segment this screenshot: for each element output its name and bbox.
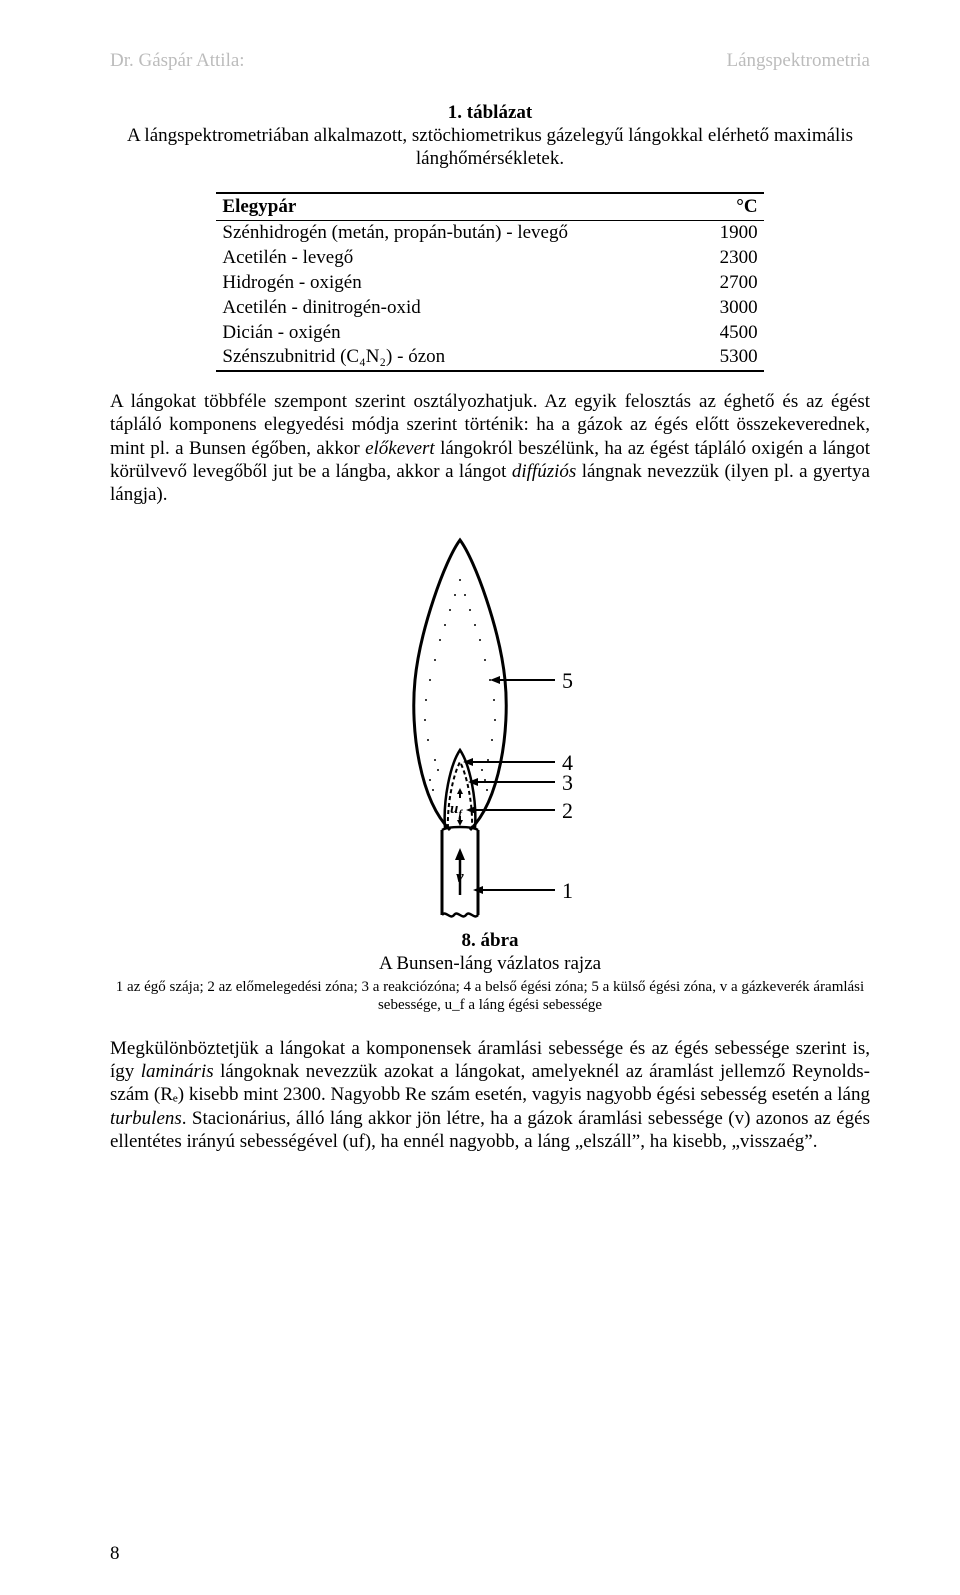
table-caption-text: A lángspektrometriában alkalmazott, sztö… [127,125,853,169]
figure-legend-text: 1 az égő szája; 2 az előmelegedési zóna;… [116,979,864,1014]
label-1: 1 [562,878,573,903]
label-5: 5 [562,668,573,693]
row-value: 5300 [720,346,758,369]
p2-b: lángoknak nevezzük azokat a lángokat, am… [110,1061,870,1105]
table-head-right: °C [736,196,757,218]
row-name: Szénhidrogén (metán, propán-bután) - lev… [222,222,568,245]
row-name: Acetilén - dinitrogén-oxid [222,297,420,320]
table-row: Acetilén - dinitrogén-oxid 3000 [216,296,763,321]
uf-label: uf [450,801,463,820]
row-name: Hidrogén - oxigén [222,272,361,295]
table-row: Szénszubnitrid (C₄N₂) - ózon 5300 [216,345,763,370]
table-head-left: Elegypár [222,196,296,218]
p2-c: . Stacionárius, álló láng akkor jön létr… [110,1108,870,1152]
paragraph-1: A lángokat többféle szempont szerint osz… [110,390,870,506]
figure-caption-label: 8. ábra [462,930,519,951]
row-name: Acetilén - levegő [222,247,353,270]
table-row: Hidrogén - oxigén 2700 [216,271,763,296]
row-name: Dicián - oxigén [222,322,340,345]
paragraph-2: Megkülönböztetjük a lángokat a komponens… [110,1037,870,1153]
p2-i2: turbulens [110,1108,182,1129]
bunsen-flame-figure: uf v 5 4 3 2 1 [110,530,870,920]
row-name: Szénszubnitrid (C₄N₂) - ózon [222,346,445,369]
table-head: Elegypár °C [216,194,763,221]
table-caption: 1. táblázat A lángspektrometriában alkal… [110,102,870,170]
header-left: Dr. Gáspár Attila: [110,50,245,72]
label-2: 2 [562,798,573,823]
p2-i1: lamináris [141,1061,214,1082]
figure-caption: 8. ábra A Bunsen-láng vázlatos rajza [110,930,870,976]
figure-caption-text: A Bunsen-láng vázlatos rajza [379,953,601,974]
row-value: 2300 [720,247,758,270]
flame-diagram-svg: uf v 5 4 3 2 1 [360,530,620,920]
temperature-table: Elegypár °C Szénhidrogén (metán, propán-… [216,192,763,372]
row-value: 2700 [720,272,758,295]
table-row: Acetilén - levegő 2300 [216,246,763,271]
table-caption-label: 1. táblázat [448,102,532,123]
table-row: Dicián - oxigén 4500 [216,321,763,346]
p1-i2: diffúziós [512,461,576,482]
page-header: Dr. Gáspár Attila: Lángspektrometria [110,50,870,72]
table-row: Szénhidrogén (metán, propán-bután) - lev… [216,221,763,246]
p1-i1: előkevert [365,438,435,459]
v-label: v [456,867,464,886]
row-value: 3000 [720,297,758,320]
page-number: 8 [110,1543,120,1565]
row-value: 4500 [720,322,758,345]
label-3: 3 [562,770,573,795]
row-value: 1900 [720,222,758,245]
header-right: Lángspektrometria [726,50,870,72]
figure-legend: 1 az égő szája; 2 az előmelegedési zóna;… [110,978,870,1016]
